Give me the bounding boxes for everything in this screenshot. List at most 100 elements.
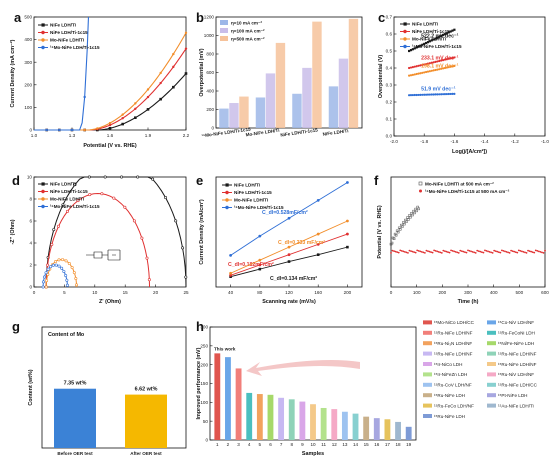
a-data-point bbox=[83, 128, 86, 132]
f-data-point bbox=[537, 250, 540, 253]
h-legend-label: ¹⁵Ru-Ni₃N LDH/NF bbox=[434, 341, 472, 346]
h-legend-label: ¹⁵Ru-CoV LDH/NF bbox=[434, 383, 472, 388]
f-data-point bbox=[394, 250, 397, 253]
h-legend-swatch bbox=[487, 320, 496, 325]
panel-b: b 0 200 400 600 800 1000 1200 Overpotential (mV)… bbox=[196, 10, 363, 138]
c-ytick-label: 0.0 bbox=[386, 134, 393, 139]
d-circuit-diagram bbox=[86, 249, 121, 261]
f-data-point bbox=[398, 227, 402, 231]
d-legend-item-marker bbox=[41, 182, 45, 186]
c-legend-item-label: NiFe LDH/Ti-1c15 bbox=[412, 29, 450, 34]
a-data-point bbox=[172, 52, 175, 56]
e-data-point bbox=[316, 253, 320, 256]
d-data-point bbox=[164, 196, 168, 200]
c-data-point bbox=[432, 38, 435, 41]
f-data-point bbox=[516, 251, 519, 254]
h-bar bbox=[373, 418, 380, 440]
b-bar bbox=[255, 97, 266, 128]
c-xtick-label: -1.0 bbox=[541, 139, 549, 144]
a-data-point bbox=[134, 107, 137, 111]
d-ytick-label: 0 bbox=[29, 285, 32, 290]
f-data-point bbox=[393, 250, 395, 253]
c-data-point bbox=[423, 93, 426, 96]
b-ytick-label: 1000 bbox=[204, 33, 215, 38]
a-data-point bbox=[184, 31, 188, 35]
c-data-point bbox=[413, 47, 416, 50]
b-legend-swatch bbox=[220, 36, 228, 41]
d-ytick-label: 10 bbox=[27, 175, 33, 180]
c-data-point bbox=[443, 66, 447, 70]
f-data-point bbox=[488, 251, 491, 253]
a-legend-item-label: NiFe LDH/Ti-1c15 bbox=[50, 30, 88, 35]
c-data-point bbox=[413, 65, 416, 68]
d-ylabel: -Z'' (Ohm) bbox=[10, 219, 16, 244]
plot-frame bbox=[393, 16, 546, 137]
d-data-point bbox=[75, 283, 79, 287]
a-data-point bbox=[184, 47, 188, 50]
f-data-point bbox=[420, 251, 423, 253]
h-xtick-label: 19 bbox=[406, 442, 412, 447]
a-data-point bbox=[108, 123, 112, 127]
f-data-point bbox=[445, 250, 448, 253]
c-data-point bbox=[419, 93, 422, 96]
c-data-point bbox=[436, 36, 439, 39]
h-legend-swatch bbox=[423, 393, 432, 398]
c-data-point bbox=[428, 62, 431, 65]
c-data-point bbox=[415, 72, 418, 76]
h-ytick-label: 150 bbox=[200, 381, 208, 386]
a-series-line bbox=[34, 73, 187, 131]
h-bar bbox=[235, 368, 242, 440]
f-data-point bbox=[511, 250, 514, 253]
d-data-point bbox=[46, 263, 50, 267]
a-legend-item-marker bbox=[41, 30, 45, 35]
c-data-point bbox=[445, 58, 448, 61]
d-legend-item-label: Mo-NiFe LDH/Ti bbox=[50, 197, 84, 202]
f-data-point bbox=[474, 252, 477, 254]
d-data-point bbox=[64, 259, 68, 263]
f-data-point bbox=[431, 251, 434, 254]
d-data-point bbox=[73, 183, 77, 187]
e-xtick-label: 200 bbox=[344, 290, 352, 295]
f-data-point bbox=[430, 251, 432, 254]
f-data-point bbox=[396, 230, 400, 234]
c-xlabel: Log(j/[A/cm²]) bbox=[452, 149, 487, 155]
a-legend-item-marker bbox=[41, 23, 45, 27]
c-data-point bbox=[443, 93, 447, 96]
h-legend-label: ¹⁵Ru-NiV LDH/NF bbox=[498, 372, 534, 377]
e-legend-item-marker bbox=[225, 198, 229, 202]
d-data-point bbox=[49, 265, 53, 269]
a-data-point bbox=[159, 71, 162, 75]
f-ylabel: Potential (V vs. RHE) bbox=[377, 205, 383, 259]
d-data-point bbox=[76, 199, 80, 203]
h-legend-label: ¹⁵Ru-FeCo LDH/NF bbox=[434, 403, 474, 408]
f-data-point bbox=[390, 252, 392, 254]
c-data-point bbox=[423, 63, 426, 66]
h-legend-label: ¹⁵Ru-NiFe LDH bbox=[434, 393, 465, 398]
d-ytick-label: 4 bbox=[29, 241, 32, 246]
f-data-point bbox=[477, 250, 480, 253]
h-ytick-label: 0 bbox=[205, 438, 208, 443]
a-data-point bbox=[146, 95, 150, 99]
c-data-point bbox=[449, 65, 452, 68]
e-data-point bbox=[258, 258, 262, 262]
a-data-point bbox=[134, 102, 137, 105]
d-legend-item-label: NiFe LDH/Ti bbox=[50, 182, 76, 187]
h-bar bbox=[225, 357, 231, 440]
f-data-point bbox=[392, 237, 396, 240]
f-data-point bbox=[414, 251, 417, 254]
b-bar bbox=[239, 96, 249, 128]
h-xtick-label: 13 bbox=[342, 442, 348, 447]
c-tafel-label: 233.1 mV dec⁻¹ bbox=[421, 55, 459, 61]
f-data-point bbox=[407, 218, 410, 221]
d-xtick-label: 5 bbox=[63, 290, 66, 295]
c-legend-item-label: ¹⁵Mo-NiFe LDH/Ti-1c15 bbox=[412, 44, 462, 49]
panel-label-h: h bbox=[196, 319, 204, 334]
f-data-point bbox=[468, 250, 471, 252]
h-ytick-label: 100 bbox=[200, 400, 208, 405]
h-legend-swatch bbox=[487, 393, 496, 398]
a-legend-item-marker bbox=[41, 45, 45, 50]
h-ytick-label: 250 bbox=[200, 343, 208, 348]
a-legend-item-label: NiFe LDH/Ti bbox=[50, 23, 76, 28]
f-data-point bbox=[505, 251, 508, 253]
e-data-point bbox=[258, 263, 262, 267]
